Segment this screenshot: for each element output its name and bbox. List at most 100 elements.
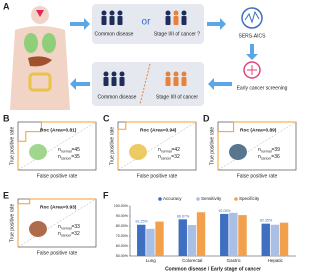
bar (178, 219, 187, 256)
diagonal (17, 121, 97, 171)
panel-label: B (3, 113, 10, 123)
y-tick-label: 70.00% (116, 234, 129, 238)
legend-label: Specificity (239, 196, 260, 201)
x-axis-label: False positive rate (37, 173, 78, 179)
n-symbol: n (258, 147, 261, 153)
n-subscript: cancer (61, 156, 72, 160)
n-symbol: n (158, 147, 161, 153)
box-text: Stage I/II of cancer (156, 94, 198, 100)
value-label: 92.05% (219, 209, 232, 213)
bar (261, 223, 270, 256)
panel-label: D (203, 113, 210, 123)
diagonal (217, 121, 297, 171)
panel-label: E (3, 190, 9, 200)
sers-icon (241, 7, 263, 29)
method-text: SERS-AICS (239, 33, 267, 39)
n-symbol: n (58, 147, 61, 153)
y-tick-label: 100.00% (114, 204, 129, 208)
roc-curve (217, 121, 296, 170)
bar (155, 221, 164, 256)
screening-icon (243, 61, 261, 79)
n-value: =35 (71, 154, 80, 160)
n-value: =32 (171, 154, 180, 160)
n-value: =36 (271, 154, 280, 160)
n-subscript: cancer (161, 156, 172, 160)
legend-marker (234, 197, 238, 201)
panel-label: A (3, 1, 10, 11)
x-tick-label: Gastric (227, 258, 242, 263)
roc-curve (17, 198, 96, 247)
figure: A Common disease or Stage I/II of cancer… (3, 1, 297, 272)
box-text: Common disease (95, 31, 134, 37)
sample-size: ncancer=35 (58, 154, 80, 160)
bar (146, 228, 155, 256)
n-value: =45 (71, 147, 80, 153)
n-subscript: normal (161, 149, 172, 153)
n-subscript: cancer (261, 156, 272, 160)
x-axis-label: False positive rate (237, 173, 278, 179)
organ-icon (129, 144, 147, 160)
n-symbol: n (58, 231, 61, 237)
arrows (70, 18, 258, 90)
diagonal (117, 121, 197, 171)
organ-icon (29, 221, 47, 237)
n-subscript: normal (61, 149, 72, 153)
sample-size: nnormal=45 (58, 147, 80, 153)
sample-size: nnormal=33 (58, 224, 80, 230)
legend-marker (196, 197, 200, 201)
value-label: 86.67% (177, 214, 190, 218)
y-tick-label: 80.00% (116, 224, 129, 228)
roc-title: Roc (Area=0.93) (40, 204, 77, 210)
box-text: Common disease (98, 94, 137, 100)
roc-title: Roc (Area=0.89) (240, 127, 277, 133)
x-tick-label: Colorectal (182, 258, 202, 263)
organ-icon (229, 144, 247, 160)
n-symbol: n (58, 154, 61, 160)
people-icons (103, 71, 187, 86)
bar (196, 212, 206, 256)
x-axis-label: False positive rate (137, 173, 178, 179)
sample-size: ncancer=32 (58, 231, 80, 237)
y-axis-label: True positive rate (9, 204, 15, 243)
roc-curve (117, 121, 196, 170)
n-value: =42 (171, 147, 180, 153)
sample-size: ncancer=36 (258, 154, 280, 160)
y-tick-label: 60.00% (116, 244, 129, 248)
body-illustration (10, 6, 70, 110)
bar (137, 224, 146, 256)
box-text: Stage I/II of cancer ? (154, 31, 200, 37)
roc-title: Roc (Area=0.81) (40, 127, 77, 133)
x-axis-label: False positive rate (37, 250, 78, 256)
y-axis-label: True positive rate (109, 127, 115, 166)
diagonal (17, 198, 97, 248)
sers-icon (244, 10, 260, 24)
legend-label: Sensitivity (201, 196, 222, 201)
n-value: =32 (71, 231, 80, 237)
n-subscript: normal (61, 226, 72, 230)
or-text: or (142, 17, 152, 28)
people-icons (101, 10, 187, 25)
y-axis-label: True positive rate (9, 127, 15, 166)
legend-marker (158, 197, 162, 201)
bar (229, 212, 238, 256)
bar (220, 213, 229, 256)
sample-size: nnormal=39 (258, 147, 280, 153)
screening-icon (247, 65, 257, 75)
bar (187, 225, 197, 256)
n-subscript: cancer (61, 233, 72, 237)
y-axis-label: True positive rate (209, 127, 215, 166)
value-label: 81.25% (136, 220, 149, 224)
outcome-text: Early cancer screening (237, 85, 288, 91)
x-tick-label: Hepatic (268, 258, 284, 263)
y-tick-label: 90.00% (116, 214, 129, 218)
x-axis-label: Common disease / Early stage of cancer (165, 266, 261, 272)
bar (270, 224, 280, 256)
organ-icon (29, 144, 47, 160)
n-value: =33 (71, 224, 80, 230)
bar (238, 215, 247, 256)
x-tick-label: Lung (146, 258, 157, 263)
roc-curve (17, 121, 96, 170)
sample-size: nnormal=42 (158, 147, 180, 153)
roc-title: Roc (Area=0.94) (140, 127, 177, 133)
